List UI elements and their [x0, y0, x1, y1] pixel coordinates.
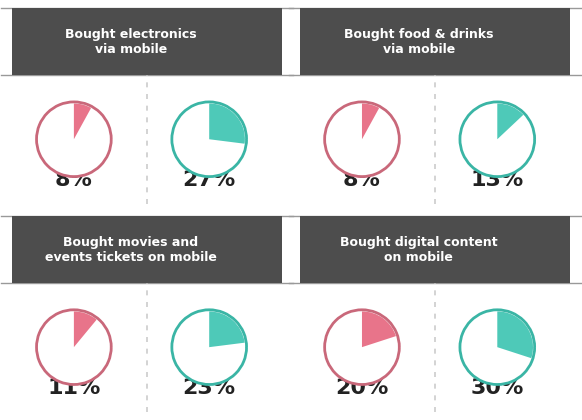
Wedge shape	[362, 103, 379, 139]
FancyBboxPatch shape	[12, 8, 282, 75]
Wedge shape	[172, 310, 247, 384]
Wedge shape	[460, 102, 535, 176]
Text: Bought food & drinks
via mobile: Bought food & drinks via mobile	[344, 28, 494, 55]
Wedge shape	[460, 310, 535, 384]
Wedge shape	[37, 310, 111, 384]
Text: 8%: 8%	[343, 170, 381, 190]
Text: Bought movies and
events tickets on mobile: Bought movies and events tickets on mobi…	[45, 236, 217, 263]
Text: 11%: 11%	[47, 378, 101, 398]
Text: 30%: 30%	[471, 378, 524, 398]
Wedge shape	[172, 102, 247, 176]
Text: 8%: 8%	[55, 170, 93, 190]
Wedge shape	[497, 311, 533, 358]
Text: Bought digital content
on mobile: Bought digital content on mobile	[340, 236, 498, 263]
Text: 13%: 13%	[471, 170, 524, 190]
Wedge shape	[209, 311, 244, 347]
Wedge shape	[325, 310, 399, 384]
Text: Bought electronics
via mobile: Bought electronics via mobile	[65, 28, 197, 55]
Wedge shape	[74, 103, 91, 139]
Text: 23%: 23%	[183, 378, 236, 398]
FancyBboxPatch shape	[300, 8, 570, 75]
Text: 20%: 20%	[335, 378, 389, 398]
Wedge shape	[74, 311, 97, 347]
FancyBboxPatch shape	[300, 216, 570, 283]
Wedge shape	[362, 311, 396, 347]
Wedge shape	[37, 102, 111, 176]
Text: 27%: 27%	[183, 170, 236, 190]
Wedge shape	[209, 103, 245, 144]
Wedge shape	[325, 102, 399, 176]
FancyBboxPatch shape	[12, 216, 282, 283]
Wedge shape	[497, 103, 523, 139]
